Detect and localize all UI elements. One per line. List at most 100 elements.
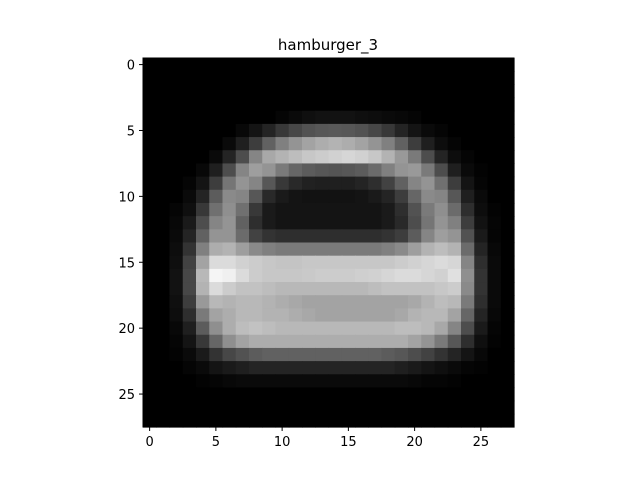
heatmap-cell — [435, 177, 449, 191]
x-tick-label: 5 — [212, 435, 220, 450]
heatmap-cell — [382, 150, 396, 164]
y-tick-label: 20 — [118, 322, 135, 337]
heatmap-cell — [421, 229, 435, 243]
heatmap-cell — [474, 203, 488, 217]
heatmap-cell — [262, 348, 276, 362]
heatmap-cell — [329, 229, 343, 243]
heatmap-cell — [143, 401, 157, 415]
heatmap-cell — [501, 414, 515, 428]
heatmap-cell — [156, 361, 170, 375]
heatmap-cell — [382, 163, 396, 177]
heatmap-cell — [421, 414, 435, 428]
heatmap-cell — [262, 322, 276, 336]
heatmap-cell — [488, 414, 502, 428]
heatmap-cell — [289, 308, 303, 322]
heatmap-cell — [315, 124, 329, 138]
heatmap-cell — [408, 58, 422, 72]
heatmap-cell — [289, 374, 303, 388]
heatmap-cell — [196, 322, 210, 336]
heatmap-cell — [143, 190, 157, 204]
heatmap-cell — [395, 335, 409, 349]
heatmap-cell — [209, 243, 223, 257]
heatmap-cell — [408, 269, 422, 283]
heatmap-cell — [183, 137, 197, 151]
heatmap-cell — [156, 269, 170, 283]
heatmap-cell — [488, 269, 502, 283]
heatmap-cell — [276, 387, 290, 401]
heatmap-cell — [448, 361, 462, 375]
heatmap-cell — [302, 335, 316, 349]
heatmap-cell — [315, 374, 329, 388]
heatmap-cell — [421, 203, 435, 217]
y-tick-label: 5 — [127, 124, 135, 139]
heatmap-cell — [382, 308, 396, 322]
heatmap-cell — [236, 348, 250, 362]
heatmap-cell — [474, 361, 488, 375]
heatmap-cell — [209, 229, 223, 243]
heatmap-cell — [170, 308, 184, 322]
heatmap-cell — [368, 163, 382, 177]
heatmap-cell — [368, 98, 382, 112]
heatmap-cell — [249, 84, 263, 98]
heatmap-cell — [501, 256, 515, 270]
heatmap-cell — [302, 124, 316, 138]
heatmap-cell — [196, 269, 210, 283]
heatmap-cell — [143, 269, 157, 283]
heatmap-cell — [382, 269, 396, 283]
heatmap-cell — [461, 322, 475, 336]
x-tick-label: 10 — [274, 435, 291, 450]
heatmap-cell — [315, 111, 329, 125]
heatmap-cell — [382, 348, 396, 362]
heatmap-cell — [368, 295, 382, 309]
heatmap-cell — [302, 111, 316, 125]
heatmap-cell — [355, 243, 369, 257]
heatmap-cell — [501, 374, 515, 388]
heatmap-cell — [461, 308, 475, 322]
heatmap-cell — [355, 348, 369, 362]
heatmap-cell — [302, 401, 316, 415]
heatmap-cell — [170, 58, 184, 72]
heatmap-cell — [315, 190, 329, 204]
heatmap-cell — [435, 414, 449, 428]
heatmap-cell — [262, 308, 276, 322]
heatmap-cell — [382, 216, 396, 230]
heatmap-cell — [315, 84, 329, 98]
heatmap-cell — [461, 256, 475, 270]
heatmap-cell — [474, 216, 488, 230]
heatmap-cell — [156, 229, 170, 243]
heatmap-cell — [395, 71, 409, 85]
heatmap-cell — [408, 387, 422, 401]
heatmap-cell — [395, 137, 409, 151]
heatmap-cell — [183, 387, 197, 401]
heatmap-cell — [170, 282, 184, 296]
heatmap-cell — [355, 361, 369, 375]
heatmap-cell — [501, 190, 515, 204]
heatmap-cell — [342, 163, 356, 177]
heatmap-cell — [435, 348, 449, 362]
heatmap-cell — [461, 137, 475, 151]
heatmap-cell — [249, 401, 263, 415]
heatmap-cell — [236, 137, 250, 151]
heatmap-cell — [395, 124, 409, 138]
heatmap-cell — [435, 335, 449, 349]
heatmap-cell — [435, 84, 449, 98]
heatmap-cell — [236, 203, 250, 217]
heatmap-cell — [461, 401, 475, 415]
heatmap-cell — [236, 322, 250, 336]
heatmap-cell — [276, 163, 290, 177]
heatmap-cell — [488, 124, 502, 138]
heatmap-cell — [395, 387, 409, 401]
heatmap-cell — [209, 295, 223, 309]
heatmap-cell — [342, 58, 356, 72]
heatmap-cell — [262, 243, 276, 257]
heatmap-cell — [448, 190, 462, 204]
heatmap-cell — [183, 256, 197, 270]
heatmap-cell — [461, 387, 475, 401]
heatmap-cell — [382, 414, 396, 428]
heatmap-cell — [474, 256, 488, 270]
heatmap-cell — [143, 124, 157, 138]
heatmap-cell — [209, 322, 223, 336]
heatmap-cell — [196, 282, 210, 296]
heatmap-cell — [223, 163, 237, 177]
